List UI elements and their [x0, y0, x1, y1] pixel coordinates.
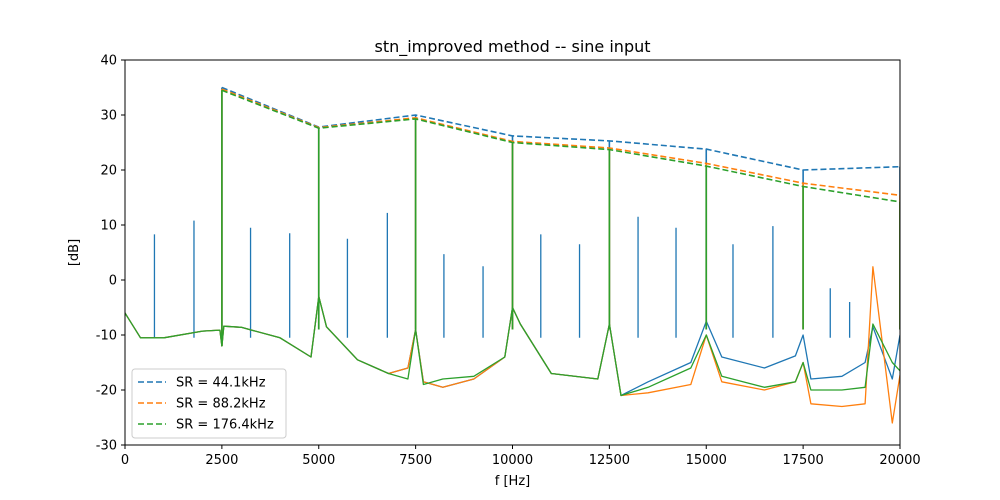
envelope-line-0 — [221, 86, 900, 171]
legend-label-2: SR = 176.4kHz — [176, 418, 274, 433]
y-tick-label-5: 20 — [100, 164, 117, 179]
x-tick-label-4: 10000 — [492, 453, 533, 468]
y-tick-label-2: -10 — [96, 329, 117, 344]
x-tick-label-1: 2500 — [205, 453, 238, 468]
spectrum-line-2 — [125, 295, 900, 397]
chart-title: stn_improved method -- sine input — [374, 37, 650, 57]
y-tick-label-3: 0 — [109, 274, 117, 289]
x-tick-label-7: 17500 — [782, 453, 823, 468]
legend-box — [131, 368, 287, 439]
legend: SR = 44.1kHz SR = 88.2kHz SR = 176.4kHz — [131, 368, 287, 439]
x-tick-label-8: 20000 — [879, 453, 920, 468]
spectra-layer — [125, 87, 900, 424]
y-tick-label-7: 40 — [100, 54, 117, 69]
x-tick-label-6: 15000 — [686, 453, 727, 468]
y-axis-label: [dB] — [67, 239, 82, 266]
x-tick-label-2: 5000 — [302, 453, 335, 468]
envelope-layer — [221, 86, 900, 203]
x-tick-label-3: 7500 — [399, 453, 432, 468]
x-axis-label: f [Hz] — [495, 474, 530, 489]
legend-label-1: SR = 88.2kHz — [176, 397, 266, 412]
envelope-line-2 — [221, 89, 900, 203]
x-tick-label-0: 0 — [121, 453, 129, 468]
y-tick-label-1: -20 — [96, 384, 117, 399]
y-tick-label-0: -30 — [96, 439, 117, 454]
y-tick-label-6: 30 — [100, 109, 117, 124]
y-tick-label-4: 10 — [100, 219, 117, 234]
x-tick-label-5: 12500 — [589, 453, 630, 468]
legend-label-0: SR = 44.1kHz — [176, 376, 266, 391]
y-axis: -30 -20 -10 0 10 20 30 40 — [96, 54, 125, 454]
x-axis: 0 2500 5000 7500 10000 12500 15000 17500 20000 — [121, 445, 921, 468]
